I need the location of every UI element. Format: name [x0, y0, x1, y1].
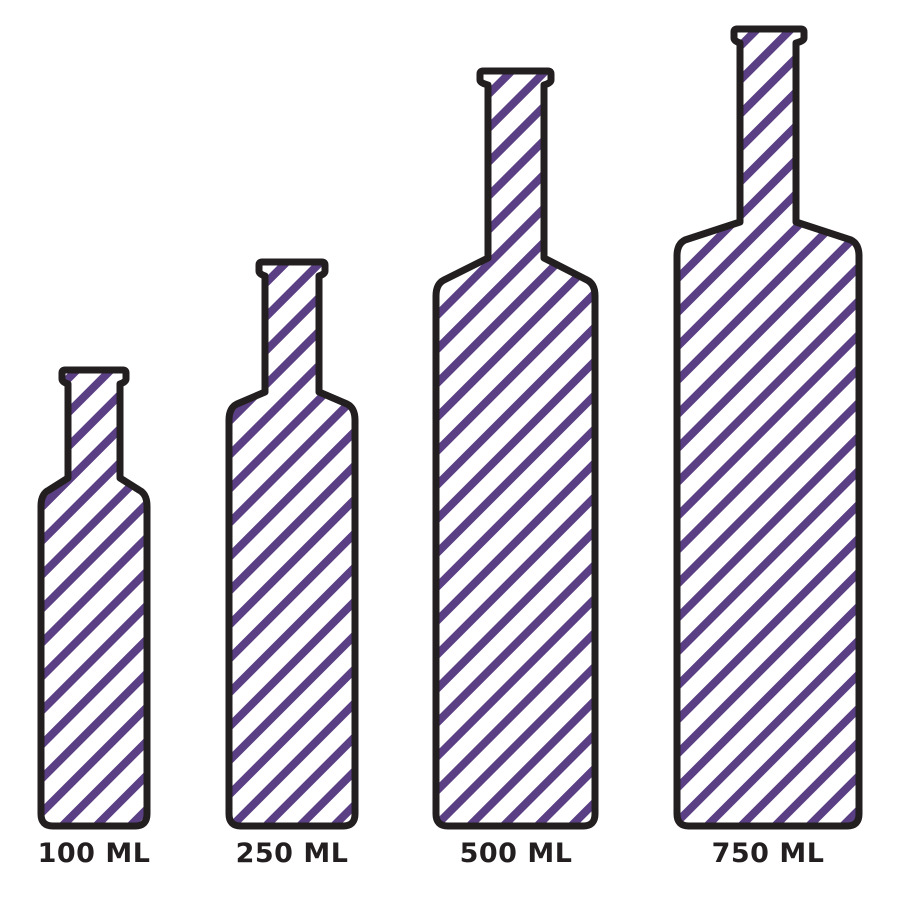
- bottle-500ml: [432, 67, 599, 830]
- bottle-750ml: [673, 25, 863, 830]
- bottle-label-250ml: 250 ML: [235, 838, 349, 869]
- bottle-label-100ml: 100 ML: [37, 838, 151, 869]
- bottle-label-500ml: 500 ML: [459, 838, 573, 869]
- bottle-label-750ml: 750 ML: [711, 838, 825, 869]
- bottle-250ml: [225, 258, 359, 830]
- bottle-100ml: [37, 366, 151, 830]
